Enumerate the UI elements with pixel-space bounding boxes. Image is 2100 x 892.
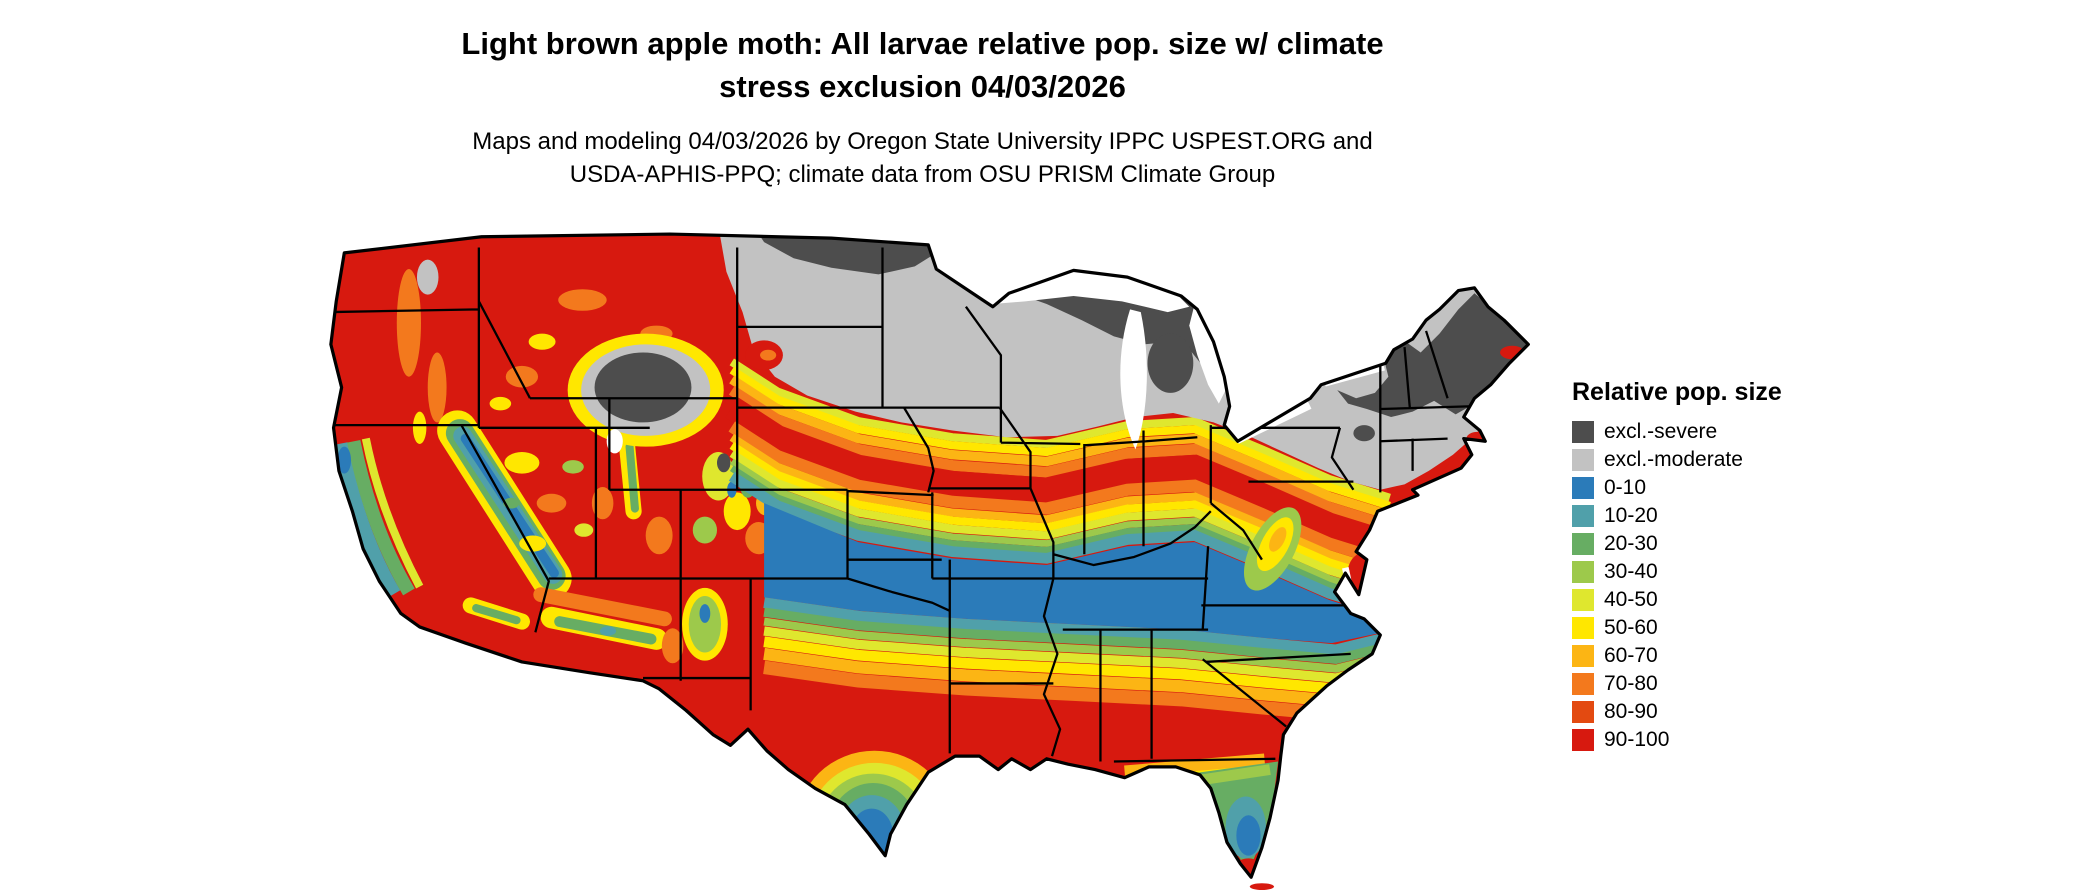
- legend-entry: 90-100: [1572, 727, 1782, 752]
- legend-entry-label: 30-40: [1604, 560, 1658, 583]
- legend-entry-label: 20-30: [1604, 532, 1658, 555]
- legend-entry-label: 50-60: [1604, 616, 1658, 639]
- legend-entry: excl.-moderate: [1572, 447, 1782, 472]
- legend-entry: 60-70: [1572, 643, 1782, 668]
- legend-swatch: [1572, 616, 1594, 639]
- legend-entry-label: 60-70: [1604, 644, 1658, 667]
- florida-patch: [1124, 753, 1279, 878]
- figure-title-line2: stress exclusion 04/03/2026: [719, 69, 1126, 105]
- legend-entry: 50-60: [1572, 615, 1782, 640]
- florida-keys: [1249, 883, 1275, 890]
- legend-entry: 40-50: [1572, 587, 1782, 612]
- legend-entry: 80-90: [1572, 699, 1782, 724]
- legend-entry-label: 0-10: [1604, 476, 1647, 499]
- legend-swatch: [1572, 588, 1594, 611]
- legend-rows: excl.-severe excl.-moderate 0-10 10-20 20-30…: [1572, 419, 1782, 752]
- west-mottling: [330, 259, 775, 664]
- legend-entry: 10-20: [1572, 503, 1782, 528]
- figure-subtitle: Maps and modeling 04/03/2026 by Oregon S…: [0, 125, 1845, 192]
- legend: Relative pop. size excl.-severe excl.-mod…: [1572, 378, 1782, 755]
- legend-swatch: [1572, 700, 1594, 723]
- legend-swatch: [1572, 560, 1594, 583]
- legend-entry-label: 80-90: [1604, 700, 1658, 723]
- legend-swatch: [1572, 504, 1594, 527]
- legend-swatch: [1572, 672, 1594, 695]
- legend-entry-label: excl.-severe: [1604, 420, 1718, 443]
- us-map: [320, 226, 1558, 892]
- legend-entry-label: 90-100: [1604, 728, 1670, 751]
- legend-entry: 20-30: [1572, 531, 1782, 556]
- legend-entry: 30-40: [1572, 559, 1782, 584]
- legend-swatch: [1572, 532, 1594, 555]
- legend-entry-label: excl.-moderate: [1604, 448, 1743, 471]
- legend-entry: excl.-severe: [1572, 419, 1782, 444]
- legend-swatch: [1572, 448, 1594, 471]
- blue-band: [764, 503, 1390, 714]
- legend-title: Relative pop. size: [1572, 378, 1782, 406]
- legend-swatch: [1572, 644, 1594, 667]
- legend-entry: 0-10: [1572, 475, 1782, 500]
- legend-swatch: [1572, 476, 1594, 499]
- legend-swatch: [1572, 420, 1594, 443]
- figure-subtitle-line2: USDA-APHIS-PPQ; climate data from OSU PR…: [569, 161, 1276, 189]
- legend-entry-label: 40-50: [1604, 588, 1658, 611]
- state-borders: [330, 247, 1472, 763]
- figure-title: Light brown apple moth: All larvae relat…: [0, 22, 1845, 109]
- us-map-svg: [329, 232, 1530, 890]
- legend-swatch: [1572, 728, 1594, 751]
- figure-subtitle-line1: Maps and modeling 04/03/2026 by Oregon S…: [472, 127, 1373, 155]
- figure-title-line1: Light brown apple moth: All larvae relat…: [461, 26, 1384, 61]
- legend-entry-label: 10-20: [1604, 504, 1658, 527]
- legend-entry-label: 70-80: [1604, 672, 1658, 695]
- title-block: Light brown apple moth: All larvae relat…: [0, 22, 1845, 192]
- map-raster: [330, 234, 1529, 878]
- legend-entry: 70-80: [1572, 671, 1782, 696]
